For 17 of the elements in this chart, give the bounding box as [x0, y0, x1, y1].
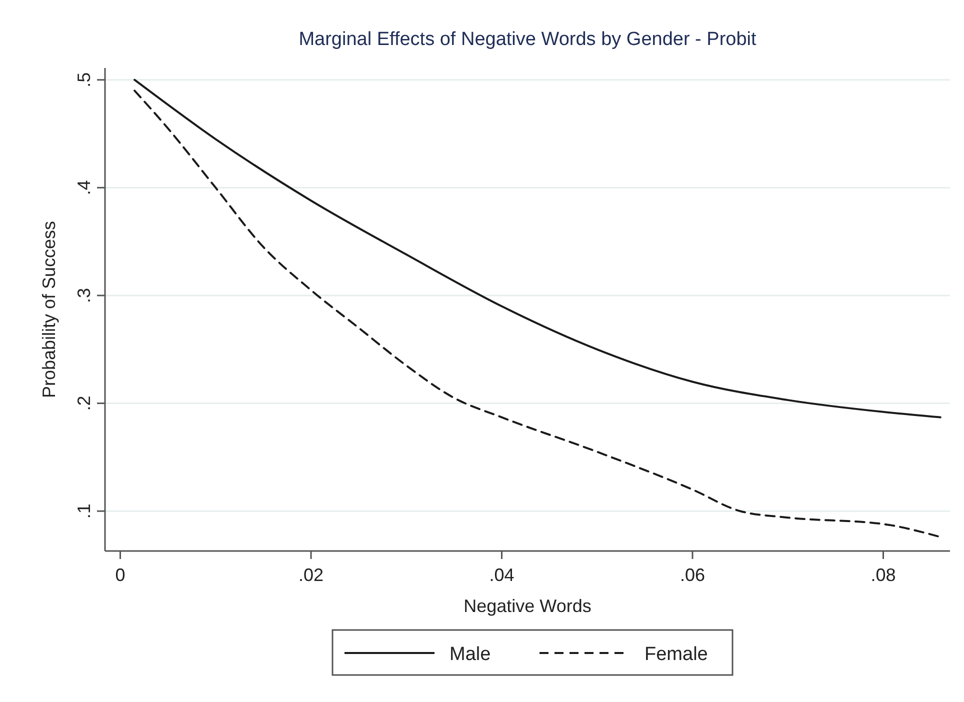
legend-label: Male [450, 644, 491, 665]
x-tick-label: .06 [680, 565, 706, 585]
legend-label: Female [644, 644, 708, 665]
line-series [134, 90, 942, 538]
y-tick-label: .2 [74, 396, 94, 411]
y-axis-title: Probability of Success [39, 220, 59, 398]
y-tick-label: .4 [74, 180, 94, 196]
y-tick-label: .5 [74, 72, 94, 88]
x-axis-title: Negative Words [464, 596, 592, 616]
x-tick-label: 0 [115, 565, 126, 585]
line-series [134, 78, 942, 418]
x-tick-label: .08 [870, 565, 896, 585]
chart-title: Marginal Effects of Negative Words by Gender - Probit [298, 29, 758, 50]
x-tick-label: .02 [298, 565, 324, 585]
x-tick-label: .04 [489, 565, 514, 585]
y-tick-label: .1 [74, 504, 94, 519]
y-tick-label: .3 [74, 288, 94, 303]
